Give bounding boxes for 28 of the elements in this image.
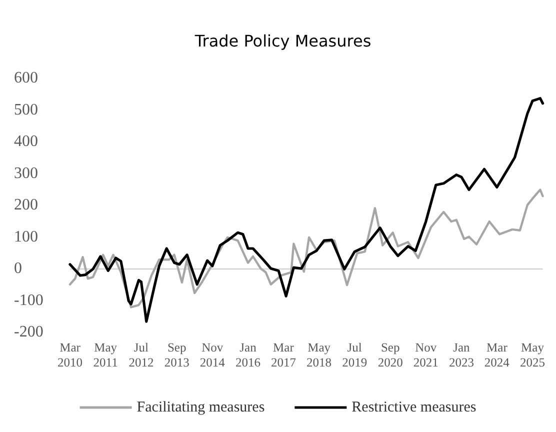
- x-tick-label: May 2011: [93, 340, 118, 370]
- x-tick-label: Jul 2012: [128, 340, 154, 370]
- x-tick-label: Nov 2014: [200, 340, 226, 370]
- legend-label: Restrictive measures: [352, 400, 476, 416]
- line-series: [68, 97, 544, 323]
- x-tick-label: May 2018: [306, 340, 332, 370]
- x-tick-label: Nov 2021: [413, 340, 438, 370]
- x-tick-label: Mar 2010: [58, 340, 82, 370]
- x-tick-label: Sep 2020: [378, 340, 403, 370]
- x-tick-label: Jan 2016: [235, 340, 260, 370]
- chart-title: Trade Policy Measures: [194, 32, 372, 50]
- y-tick-label: 100: [14, 228, 38, 246]
- y-tick-label: -100: [14, 292, 44, 309]
- y-tick-label: 300: [14, 164, 38, 182]
- y-tick-label: 200: [14, 196, 38, 214]
- x-tick-label: Sep 2013: [164, 340, 190, 370]
- x-tick-label: Mar 2024: [484, 340, 510, 370]
- x-tick-label: Mar 2017: [270, 340, 296, 370]
- x-tick-label: May 2025: [520, 340, 545, 370]
- y-tick-label: 500: [14, 101, 38, 118]
- y-tick-label: 600: [14, 70, 38, 86]
- line-series: [68, 188, 544, 308]
- legend-label: Facilitating measures: [136, 400, 265, 416]
- x-tick-label: Jan 2023: [448, 340, 474, 370]
- x-tick-label: Jul 2019: [342, 340, 368, 370]
- y-tick-label: 0: [14, 260, 22, 277]
- y-tick-label: -200: [14, 324, 44, 340]
- y-tick-label: 400: [14, 133, 38, 150]
